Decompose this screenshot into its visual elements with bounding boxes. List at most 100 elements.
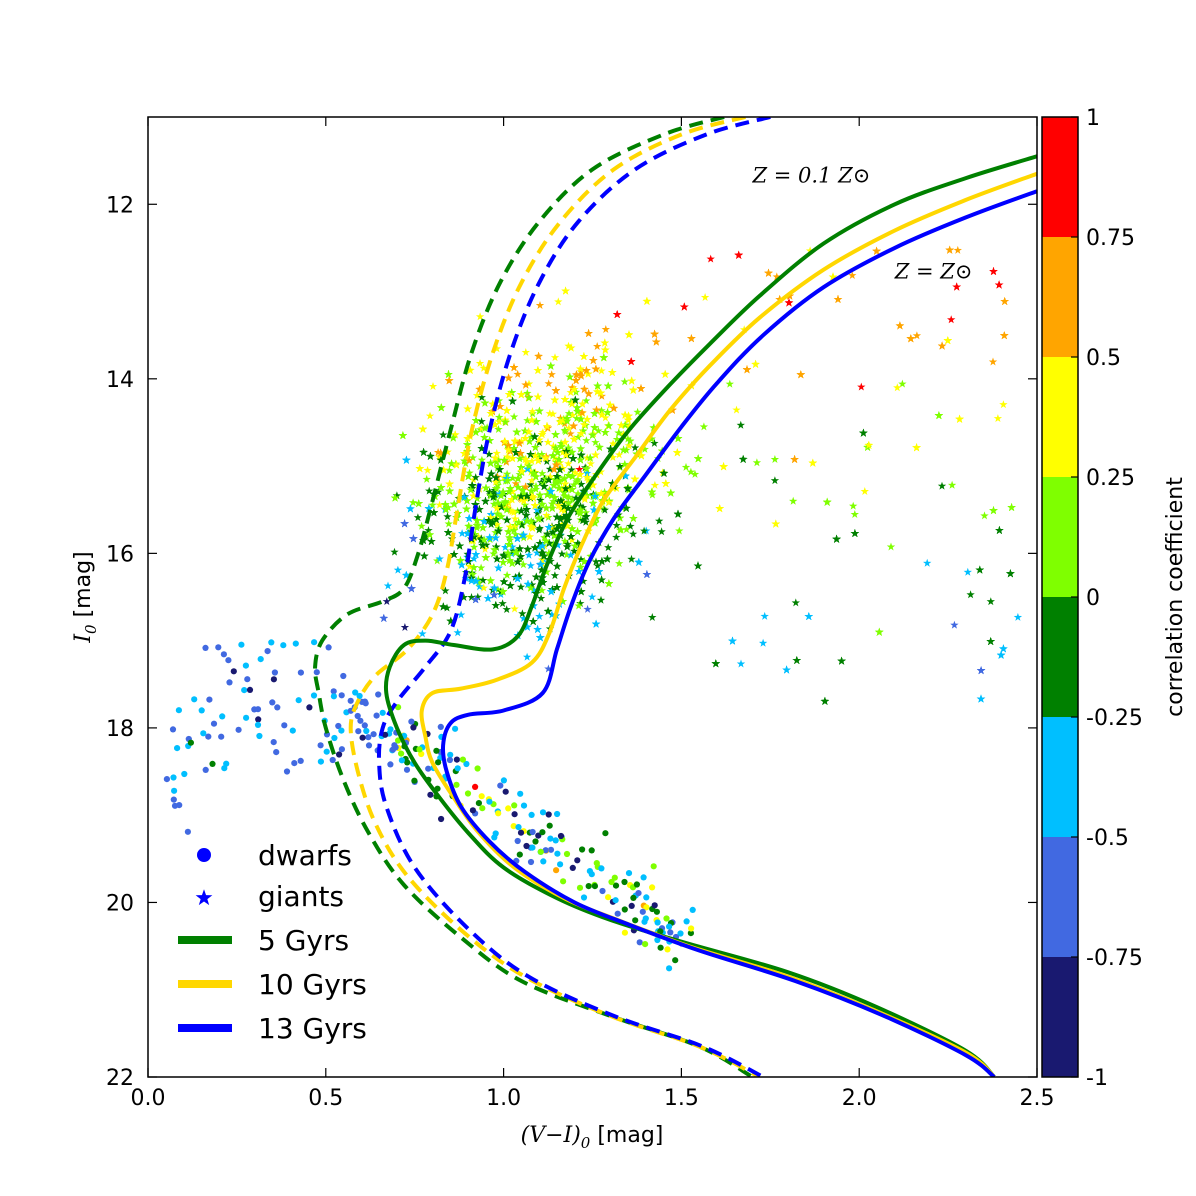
isochrone-5-gyrs-low-z (313, 117, 754, 1077)
dwarf-point (174, 745, 181, 752)
dwarf-point (474, 765, 481, 772)
colorbar-tick-label: -1 (1086, 1066, 1108, 1091)
dwarf-point (523, 842, 530, 850)
dwarf-point (527, 858, 535, 866)
dwarf-point (242, 662, 249, 669)
dwarf-point (264, 648, 271, 655)
dwarf-point (632, 917, 639, 924)
dwarf-point (181, 770, 188, 778)
dwarf-point (411, 777, 418, 784)
y-tick-label: 12 (106, 193, 134, 218)
dwarf-point (520, 802, 528, 809)
dwarf-point (170, 796, 177, 803)
dwarf-point (657, 928, 664, 935)
legend-line-label: 10 Gyrs (258, 968, 367, 1001)
dwarf-point (472, 783, 479, 791)
dwarf-point (289, 727, 296, 734)
x-axis-title: (V−I)0 [mag] (521, 1123, 664, 1152)
dwarf-point (654, 936, 661, 944)
dwarf-point (688, 925, 695, 932)
dwarf-point (540, 858, 547, 865)
dwarf-point (311, 639, 318, 646)
dwarf-point (170, 774, 177, 781)
isochrone-13-gyrs-solar-z (440, 189, 1037, 1077)
colorbar-segment (1042, 477, 1078, 598)
x-tick-label: 1.5 (664, 1086, 699, 1111)
dwarf-point (635, 890, 642, 897)
colorbar-tick-label: 0.25 (1086, 466, 1135, 491)
dwarf-point (643, 904, 650, 911)
isochrone-13-gyrs-low-z (376, 117, 771, 1077)
dwarf-point (479, 805, 486, 812)
dwarf-point (569, 864, 576, 872)
dwarf-point (398, 757, 405, 764)
dwarf-point (529, 844, 536, 851)
dwarf-point (373, 712, 380, 719)
dwarf-point (539, 829, 546, 836)
dwarf-point (666, 923, 673, 930)
dwarf-point (273, 749, 280, 756)
dwarf-point (338, 692, 345, 699)
dwarf-point (598, 865, 605, 872)
dwarf-point (335, 722, 342, 730)
dwarf-point (365, 742, 373, 749)
dwarf-point (163, 776, 170, 783)
dwarf-point (292, 640, 299, 647)
dwarf-point (563, 850, 571, 858)
dwarf-point (244, 676, 251, 683)
dwarf-point (687, 930, 695, 937)
dwarf-point (313, 669, 320, 676)
dwarf-point (511, 811, 518, 818)
legend-line-label: 13 Gyrs (258, 1012, 367, 1045)
dwarf-point (171, 802, 179, 809)
dwarf-point (280, 642, 287, 649)
dwarf-point (630, 894, 637, 902)
dwarf-point (403, 766, 411, 773)
dwarf-point (593, 860, 600, 867)
dwarf-point (220, 651, 227, 658)
dwarf-point (633, 881, 641, 888)
dwarf-point (469, 807, 476, 814)
x-tick-label: 2.5 (1020, 1086, 1055, 1111)
x-tick-label: 2.0 (842, 1086, 877, 1111)
dwarf-point (689, 906, 696, 914)
dwarf-point (352, 689, 359, 696)
colorbar-tick-label: -0.5 (1086, 826, 1129, 851)
dwarf-point (446, 756, 453, 764)
dwarf-point (255, 716, 262, 723)
dwarf-point (295, 697, 302, 704)
dwarf-point (218, 733, 225, 740)
colorbar-tick-label: 0.5 (1086, 346, 1121, 371)
dwarf-point (270, 676, 277, 683)
dwarf-point (453, 781, 460, 788)
dwarf-point (557, 861, 564, 868)
dwarf-point (297, 669, 304, 676)
dwarf-point (579, 846, 586, 853)
dwarf-point (330, 688, 337, 695)
dwarf-point (338, 727, 345, 734)
isochrone-layer (313, 117, 1037, 1077)
dwarf-point (643, 894, 650, 901)
x-tick-label: 0.0 (131, 1086, 166, 1111)
dwarf-point (475, 800, 482, 807)
dwarf-point (221, 765, 228, 772)
dwarf-point (486, 798, 493, 805)
dwarf-point (557, 832, 565, 840)
dwarf-point (226, 679, 233, 686)
colorbar-segment (1042, 717, 1078, 838)
y-axis: 12 14 16 18 20 22 (106, 193, 1037, 1091)
dwarf-point (642, 941, 649, 948)
dwarf-point (554, 850, 561, 857)
dwarf-point (291, 760, 298, 767)
dwarf-point (246, 686, 254, 694)
dwarf-point (663, 915, 670, 922)
dwarf-point (340, 672, 347, 680)
dwarf-point (500, 777, 507, 784)
colorbar-segment (1042, 117, 1078, 238)
dwarf-point (453, 756, 460, 763)
dwarf-point (517, 829, 525, 836)
x-tick-label: 0.5 (308, 1086, 343, 1111)
colorbar-segment (1042, 837, 1078, 958)
dwarf-point (404, 759, 411, 766)
